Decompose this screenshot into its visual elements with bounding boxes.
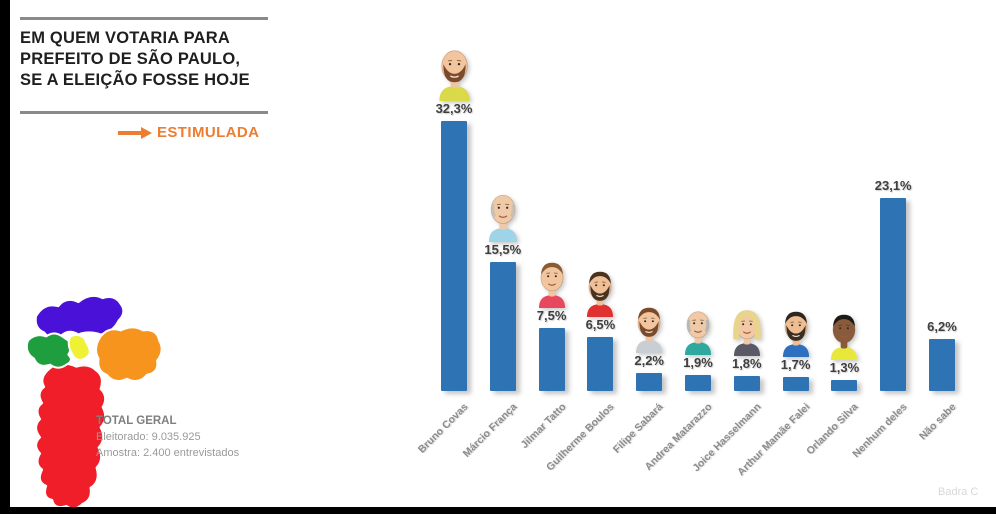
arrow-right-icon <box>118 126 152 140</box>
candidate-avatar <box>822 310 866 360</box>
bar <box>831 380 858 391</box>
bar <box>733 376 760 391</box>
value-label: 1,3% <box>829 360 860 375</box>
value-label: 32,3% <box>435 101 473 116</box>
candidate-avatar <box>725 306 769 356</box>
bar <box>538 328 565 391</box>
candidate-avatar <box>774 307 818 357</box>
value-label: 2,2% <box>634 353 664 368</box>
bar <box>685 375 711 391</box>
candidate-avatar <box>578 267 622 317</box>
sample-summary: TOTAL GERAL Eleitorado: 9.035.925 Amostr… <box>96 413 239 461</box>
watermark: Badra C <box>938 486 979 498</box>
map-zone-west <box>25 332 72 369</box>
value-label: 7,5% <box>536 308 567 323</box>
page-title: EM QUEM VOTARIA PARA PREFEITO DE SÃO PAU… <box>20 28 290 91</box>
candidate-avatar <box>429 43 480 101</box>
candidate-avatar <box>479 188 527 242</box>
title-rule-top <box>20 17 268 20</box>
title-line-2: PREFEITO DE SÃO PAULO, <box>20 50 241 68</box>
value-label: 6,2% <box>927 319 957 334</box>
sao-paulo-map-svg <box>25 294 163 510</box>
title-line-1: EM QUEM VOTARIA PARA <box>20 29 230 47</box>
candidate-avatar <box>627 303 671 353</box>
frame-bar-bottom <box>0 507 996 514</box>
stimulated-legend: ESTIMULADA <box>118 124 259 141</box>
value-label: 15,5% <box>484 242 522 257</box>
map-zone-center <box>67 333 91 361</box>
x-axis-label: Não sabe <box>916 401 959 443</box>
summary-sample: Amostra: 2.400 entrevistados <box>96 447 240 459</box>
summary-title: TOTAL GERAL <box>96 415 177 427</box>
frame-bar-left <box>0 0 10 514</box>
title-line-3: SE A ELEIÇÃO FOSSE HOJE <box>20 71 250 89</box>
sao-paulo-map <box>6 284 171 514</box>
bar <box>489 262 516 391</box>
bar <box>880 198 907 391</box>
stimulated-label: ESTIMULADA <box>157 124 260 141</box>
value-label: 6,5% <box>585 317 616 332</box>
map-zone-east <box>95 326 163 383</box>
bar <box>636 373 663 391</box>
value-label: 1,9% <box>683 355 713 370</box>
value-label: 23,1% <box>874 178 912 193</box>
bar <box>782 377 809 391</box>
bar <box>929 339 955 391</box>
candidate-avatar <box>530 258 574 308</box>
value-label: 1,8% <box>731 356 762 371</box>
title-rule-bottom <box>20 111 268 114</box>
summary-electorate: Eleitorado: 9.035.925 <box>96 431 201 443</box>
candidate-avatar <box>676 305 720 355</box>
value-label: 1,7% <box>780 357 811 372</box>
bar <box>587 337 614 391</box>
bar <box>441 121 467 391</box>
